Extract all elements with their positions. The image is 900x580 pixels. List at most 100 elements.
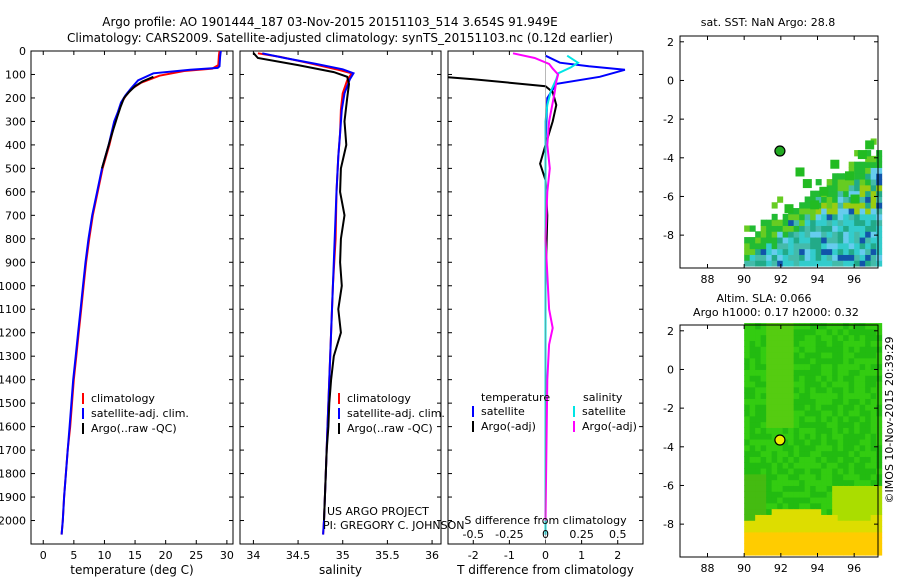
sst-cell [843, 219, 850, 226]
sst-cell [793, 231, 800, 238]
sla-cell [777, 497, 784, 504]
sla-cell [793, 531, 800, 539]
sla-cell [804, 398, 811, 405]
sla-cell [815, 468, 822, 475]
sla-cell [876, 497, 883, 504]
sla-cell [854, 444, 861, 452]
sla-cell [848, 334, 855, 341]
sla-cell [865, 352, 872, 359]
sst-cell [865, 150, 872, 157]
sla-cell [832, 392, 839, 399]
sla-cell [760, 404, 767, 411]
sst-cell [854, 242, 861, 250]
sst-cell [793, 208, 800, 215]
sla-cell [755, 479, 762, 486]
y-tick-label: 300 [5, 115, 26, 128]
sla-cell [788, 433, 795, 440]
sst-cell [870, 184, 877, 192]
sla-cell [837, 398, 844, 405]
sla-cell [810, 340, 817, 347]
sst-cell [766, 237, 773, 244]
sla-cell [854, 323, 861, 330]
y-tick-label: 1700 [0, 444, 26, 457]
sla-cell [876, 444, 883, 452]
sla-cell [810, 433, 817, 440]
sla-cell [793, 444, 800, 452]
sla-cell [771, 404, 778, 411]
sst-cell [826, 184, 833, 192]
sla-cell [793, 543, 800, 550]
sla-cell [832, 520, 839, 527]
sst-cell [837, 231, 844, 238]
sst-cell [865, 213, 872, 221]
sst-cell [843, 184, 850, 192]
sla-cell [865, 375, 872, 382]
sla-cell [876, 323, 883, 330]
sla-cell [843, 357, 850, 365]
sla-cell [859, 508, 866, 515]
sst-cell [793, 237, 800, 244]
sla-cell [810, 415, 817, 423]
sla-cell [810, 497, 817, 504]
sla-cell [821, 427, 828, 434]
sst-cell [859, 237, 866, 244]
sla-cell [826, 543, 833, 550]
sla-cell [810, 537, 817, 544]
sst-cell [832, 190, 839, 197]
sla-cell [848, 352, 855, 359]
sst-cell [821, 242, 828, 250]
sst-cell [837, 260, 844, 267]
sst-cell [777, 248, 784, 255]
sla-cell [793, 323, 800, 330]
sla-cell [749, 346, 756, 353]
sla-cell [821, 346, 828, 353]
sla-cell [782, 386, 789, 394]
sla-cell [826, 531, 833, 539]
sst-cell [777, 231, 784, 238]
sla-cell [777, 375, 784, 382]
sla-cell [826, 386, 833, 394]
sla-cell [826, 363, 833, 370]
sla-cell [859, 479, 866, 486]
sla-cell [815, 427, 822, 434]
sst-cell [810, 237, 817, 244]
sla-cell [749, 456, 756, 463]
sla-cell [815, 433, 822, 440]
sla-cell [782, 363, 789, 370]
sla-cell [766, 415, 773, 423]
sla-cell [755, 543, 762, 550]
sla-cell [821, 357, 828, 365]
sla-cell [854, 410, 861, 417]
sla-cell [870, 323, 877, 330]
sla-cell [843, 526, 850, 533]
sla-cell [826, 357, 833, 365]
sla-cell [782, 497, 789, 504]
sst-cell [782, 231, 789, 238]
sla-cell [837, 543, 844, 550]
sla-cell [859, 421, 866, 428]
sla-cell [815, 369, 822, 376]
sla-cell [777, 328, 784, 336]
sla-cell [788, 531, 795, 539]
sst-cell [804, 208, 811, 215]
sla-cell [771, 415, 778, 423]
sst-cell [810, 231, 817, 238]
sla-cell [859, 462, 866, 469]
sla-cell [859, 392, 866, 399]
sst-cell [843, 202, 850, 209]
sst-cell [865, 140, 875, 150]
sst-cell [854, 260, 861, 267]
sla-cell [876, 334, 883, 341]
sla-cell [832, 375, 839, 382]
sla-cell [777, 369, 784, 376]
sla-cell [815, 398, 822, 405]
sla-cell [804, 462, 811, 469]
sla-cell [799, 404, 806, 411]
sla-cell [744, 473, 751, 481]
sla-cell [815, 410, 822, 417]
sla-cell [876, 363, 883, 370]
x-tick-label: 88 [701, 273, 715, 286]
sla-cell [777, 462, 784, 469]
sla-cell [810, 352, 817, 359]
sla-cell [865, 491, 872, 498]
